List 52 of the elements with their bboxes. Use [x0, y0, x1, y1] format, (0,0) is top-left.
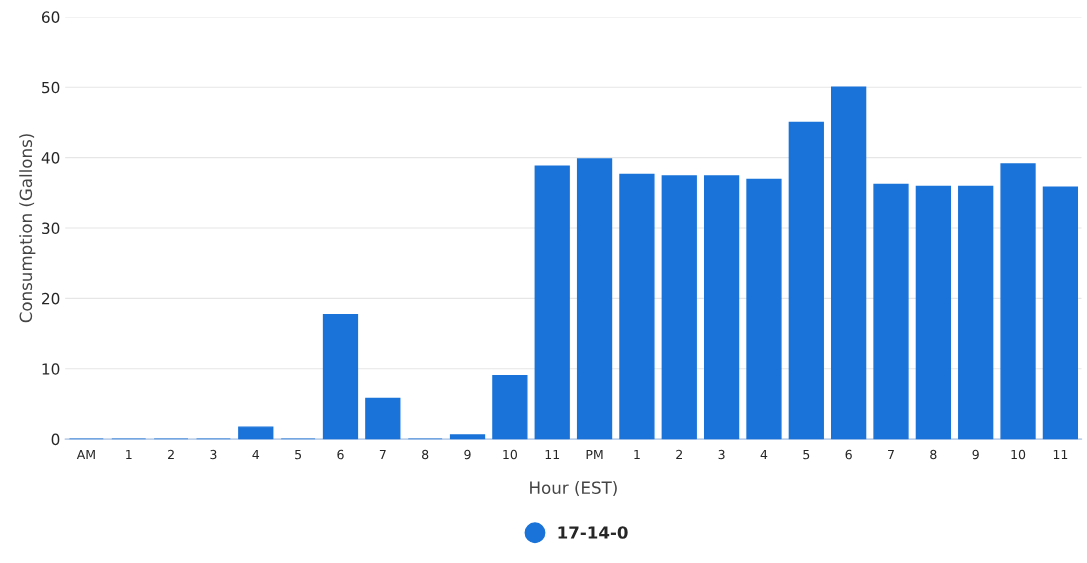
bar	[703, 175, 740, 440]
bar	[238, 426, 274, 440]
bar	[322, 313, 359, 440]
bar	[576, 158, 613, 440]
x-tick-label: 10	[503, 449, 517, 460]
y-tick-label: 40	[41, 152, 60, 164]
x-tick-label: 11	[545, 449, 560, 460]
y-tick-label: 30	[42, 222, 60, 235]
x-tick-label: 11	[1053, 449, 1068, 460]
bar	[619, 173, 655, 440]
y-tick-label: 60	[41, 11, 60, 23]
y-tick-label: 0	[51, 433, 60, 446]
x-tick-label: 6	[845, 449, 852, 460]
x-tick-label: 2	[168, 449, 174, 460]
bar	[958, 185, 994, 440]
bar	[873, 183, 909, 440]
x-tick-label: 4	[252, 449, 260, 460]
x-tick-label: 5	[803, 449, 810, 460]
bar	[661, 175, 697, 440]
x-tick-label: 1	[126, 449, 132, 460]
x-tick-label: 8	[930, 449, 937, 460]
bar	[365, 397, 401, 440]
x-tick-label: 7	[379, 449, 386, 460]
bar	[831, 86, 867, 440]
x-tick-label: 1	[634, 449, 640, 460]
x-tick-label: 6	[337, 449, 344, 460]
y-tick-label: 10	[42, 363, 60, 375]
x-tick-label: 4	[760, 449, 768, 460]
bar	[1042, 186, 1079, 440]
bar	[534, 165, 570, 440]
x-axis-title: Hour (EST)	[530, 481, 617, 496]
legend-label: 17-14-0	[558, 526, 628, 539]
bar	[746, 178, 782, 440]
bar	[449, 434, 486, 440]
x-tick-label: 9	[972, 449, 979, 460]
y-tick-label: 50	[42, 81, 60, 94]
x-tick-label: 7	[888, 449, 894, 460]
y-axis-title: Consumption (Gallons)	[19, 134, 36, 323]
x-tick-label: 2	[676, 449, 682, 460]
bar	[1000, 163, 1036, 440]
bar	[492, 375, 528, 440]
x-tick-label: 8	[422, 449, 429, 460]
x-tick-label: 5	[295, 449, 302, 460]
x-tick-label: 3	[210, 449, 217, 460]
x-tick-label: 3	[718, 449, 725, 460]
x-tick-label: 9	[464, 449, 471, 460]
x-tick-label: PM	[586, 449, 603, 460]
x-tick-label: AM	[76, 449, 95, 460]
y-tick-label: 20	[42, 292, 60, 305]
bar	[915, 185, 951, 440]
x-tick-label: 10	[1011, 449, 1026, 460]
bar	[788, 121, 824, 440]
